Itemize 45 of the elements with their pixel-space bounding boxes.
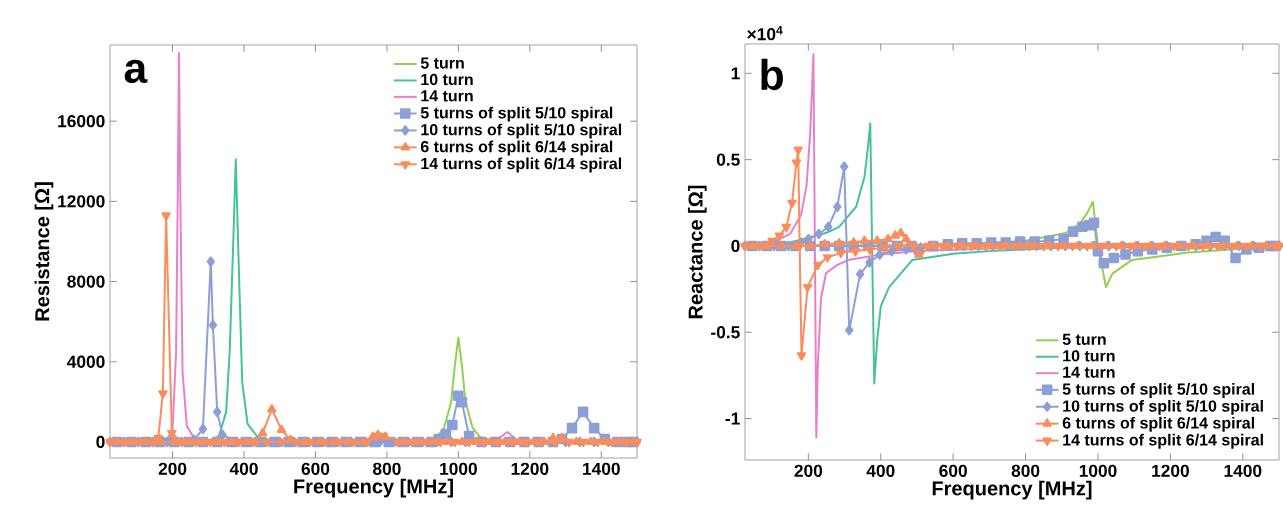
x-tick-label: 1400 xyxy=(583,462,620,475)
y-tick-label: 8000 xyxy=(67,275,105,288)
y-tick-label: 0.5 xyxy=(716,153,740,166)
legend-label: 14 turn xyxy=(421,90,473,102)
legend-label: 14 turns of split 6/14 spiral xyxy=(1063,433,1263,449)
x-tick-label: 400 xyxy=(866,464,895,477)
y-tick-label: 12000 xyxy=(58,195,105,208)
x-axis-title: Frequency [MHz] xyxy=(294,478,453,498)
y-tick-label: 1 xyxy=(731,67,740,80)
legend-label: 14 turns of split 6/14 spiral xyxy=(421,157,622,173)
y-tick-label: -0.5 xyxy=(711,326,740,339)
legend-label: 10 turns of split 5/10 spiral xyxy=(1063,399,1263,415)
x-tick-label: 1000 xyxy=(1079,464,1117,477)
x-tick-label: 1200 xyxy=(1152,464,1189,477)
legend-label: 10 turns of split 5/10 spiral xyxy=(421,123,622,139)
legend-label: 10 turn xyxy=(421,73,473,86)
legend-label: 5 turns of split 5/10 spiral xyxy=(420,106,613,122)
legend-label: 5 turn xyxy=(1062,333,1106,345)
y-axis-title: Resistance [Ω] xyxy=(34,182,54,321)
legend-label: 6 turns of split 6/14 spiral xyxy=(1062,416,1254,432)
y-tick-label: 4000 xyxy=(67,355,105,368)
x-tick-label: 200 xyxy=(794,464,823,477)
legend-label: 6 turns of split 6/14 spiral xyxy=(420,140,613,156)
legend-label: 10 turn xyxy=(1063,350,1115,362)
x-axis-title: Frequency [MHz] xyxy=(932,480,1092,500)
y-tick-label: 0 xyxy=(731,239,740,253)
y-tick-label: 16000 xyxy=(58,115,105,128)
x-tick-label: 200 xyxy=(158,462,187,475)
y-tick-label: -1 xyxy=(725,412,740,425)
annotation: a xyxy=(124,59,148,84)
x-tick-label: 1200 xyxy=(511,462,549,475)
x-tick-label: 600 xyxy=(939,464,967,477)
legend-label: 14 turn xyxy=(1063,366,1115,378)
y-axis-title: Reactance [Ω] xyxy=(687,185,707,319)
legend-label: 5 turn xyxy=(420,57,464,69)
legend-label: 5 turns of split 5/10 spiral xyxy=(1062,383,1254,398)
y-tick-label: 0 xyxy=(96,435,105,449)
x-tick-label: 600 xyxy=(301,462,330,475)
x-tick-label: 800 xyxy=(1011,464,1040,477)
x-tick-label: 1400 xyxy=(1224,464,1262,477)
x-tick-label: 1000 xyxy=(440,462,477,475)
annotation: b xyxy=(761,58,783,91)
x-tick-label: 800 xyxy=(372,462,401,475)
text: ×10$^{4}$ xyxy=(747,25,783,41)
x-tick-label: 400 xyxy=(229,462,258,475)
